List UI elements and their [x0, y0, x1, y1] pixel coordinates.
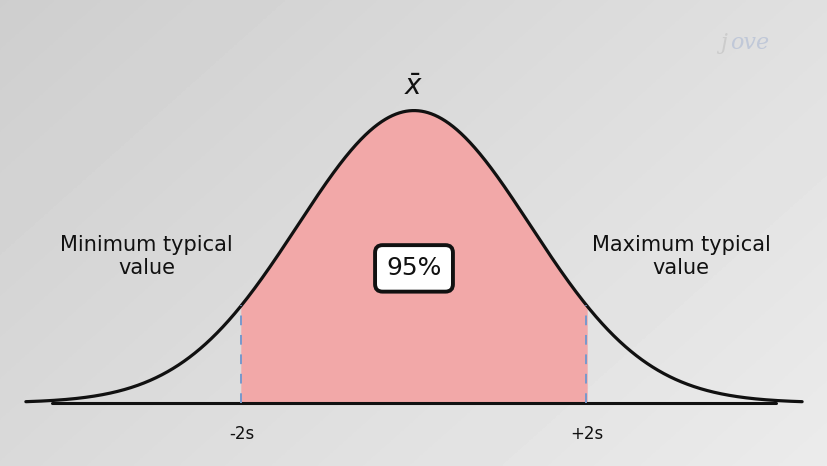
Text: Minimum typical
value: Minimum typical value [60, 235, 232, 278]
Text: ove: ove [729, 32, 769, 54]
Text: j: j [719, 32, 726, 54]
Text: +2s: +2s [569, 425, 602, 443]
Text: 95%: 95% [386, 256, 441, 281]
Text: $\bar{x}$: $\bar{x}$ [404, 73, 423, 101]
Text: Maximum typical
value: Maximum typical value [591, 235, 770, 278]
Text: -2s: -2s [228, 425, 254, 443]
